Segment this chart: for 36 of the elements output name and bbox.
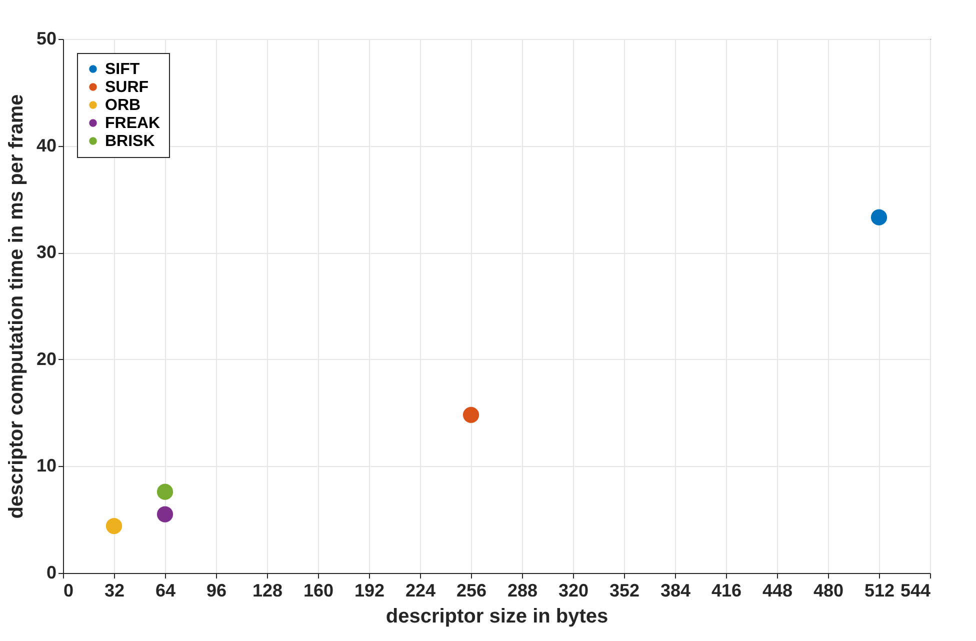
legend-label: SURF <box>105 79 149 96</box>
x-axis-title: descriptor size in bytes <box>386 606 608 628</box>
legend-label: BRISK <box>105 133 156 150</box>
x-tick-label: 0 <box>64 580 74 600</box>
x-tick-label: 416 <box>711 580 742 600</box>
x-tick-label: 448 <box>762 580 793 600</box>
y-tick-label: 10 <box>36 456 56 476</box>
point <box>106 518 122 534</box>
x-tick-label: 384 <box>660 580 691 600</box>
point <box>156 484 174 500</box>
x-tick-label: 352 <box>609 580 640 600</box>
x-tick-label: 96 <box>206 580 227 600</box>
point <box>870 209 888 226</box>
legend-label: FREAK <box>105 115 161 132</box>
x-tick-label: 512 <box>864 580 895 600</box>
x-tick-label: 288 <box>507 580 538 600</box>
point <box>156 506 174 522</box>
x-tick-label: 224 <box>405 580 436 600</box>
x-tick-label: 32 <box>104 580 125 600</box>
y-tick-label: 0 <box>46 562 56 582</box>
point <box>462 406 480 423</box>
x-tick-label: 544 <box>900 580 930 600</box>
x-tick-label: 64 <box>155 580 176 600</box>
legend-label: ORB <box>105 97 141 114</box>
y-axis-title: descriptor computation time in ms per frame <box>5 94 28 519</box>
y-tick-label: 20 <box>36 348 56 369</box>
x-tick-label: 320 <box>558 580 589 600</box>
y-tick-label: 50 <box>36 28 56 48</box>
y-tick-label: 30 <box>36 242 56 262</box>
x-tick-label: 480 <box>813 580 844 600</box>
x-tick-label: 160 <box>303 580 334 600</box>
x-tick-label: 256 <box>456 580 487 600</box>
x-tick-label: 128 <box>252 580 283 600</box>
y-tick-label: 40 <box>36 135 56 156</box>
x-tick-label: 192 <box>354 580 385 600</box>
legend-label: SIFT <box>105 61 140 78</box>
